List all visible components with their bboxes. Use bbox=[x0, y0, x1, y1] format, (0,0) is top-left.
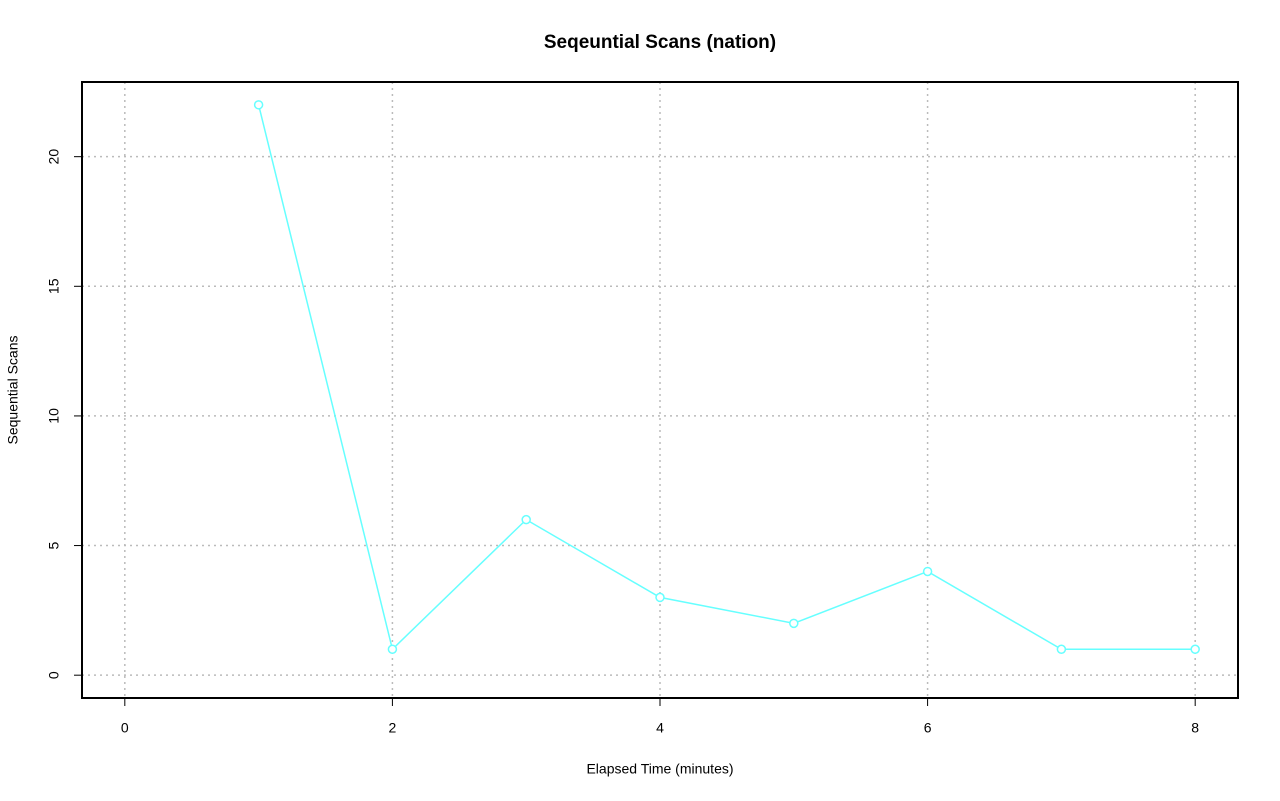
x-tick-label: 2 bbox=[389, 720, 397, 736]
y-tick-label: 20 bbox=[46, 149, 62, 165]
data-point bbox=[387, 644, 398, 655]
x-tick-label: 6 bbox=[924, 720, 932, 736]
series-line bbox=[257, 104, 1196, 651]
data-point bbox=[253, 100, 264, 110]
x-tick-label: 0 bbox=[121, 720, 129, 736]
y-tick-label: 0 bbox=[46, 671, 62, 679]
y-axis-label: Sequential Scans bbox=[5, 336, 21, 445]
x-tick-label: 4 bbox=[656, 720, 664, 736]
y-tick-label: 10 bbox=[46, 408, 62, 424]
data-point bbox=[922, 566, 933, 577]
data-point bbox=[1190, 644, 1200, 655]
x-tick-label: 8 bbox=[1191, 720, 1199, 736]
data-point bbox=[521, 514, 531, 525]
y-tick-label: 15 bbox=[46, 278, 62, 294]
plot-frame bbox=[81, 81, 1239, 699]
data-point bbox=[1056, 644, 1067, 655]
data-point bbox=[789, 618, 799, 629]
data-point bbox=[655, 592, 665, 603]
x-axis-label: Elapsed Time (minutes) bbox=[586, 761, 733, 777]
chart-title: Seqeuntial Scans (nation) bbox=[544, 32, 776, 53]
y-tick-label: 5 bbox=[46, 541, 62, 549]
